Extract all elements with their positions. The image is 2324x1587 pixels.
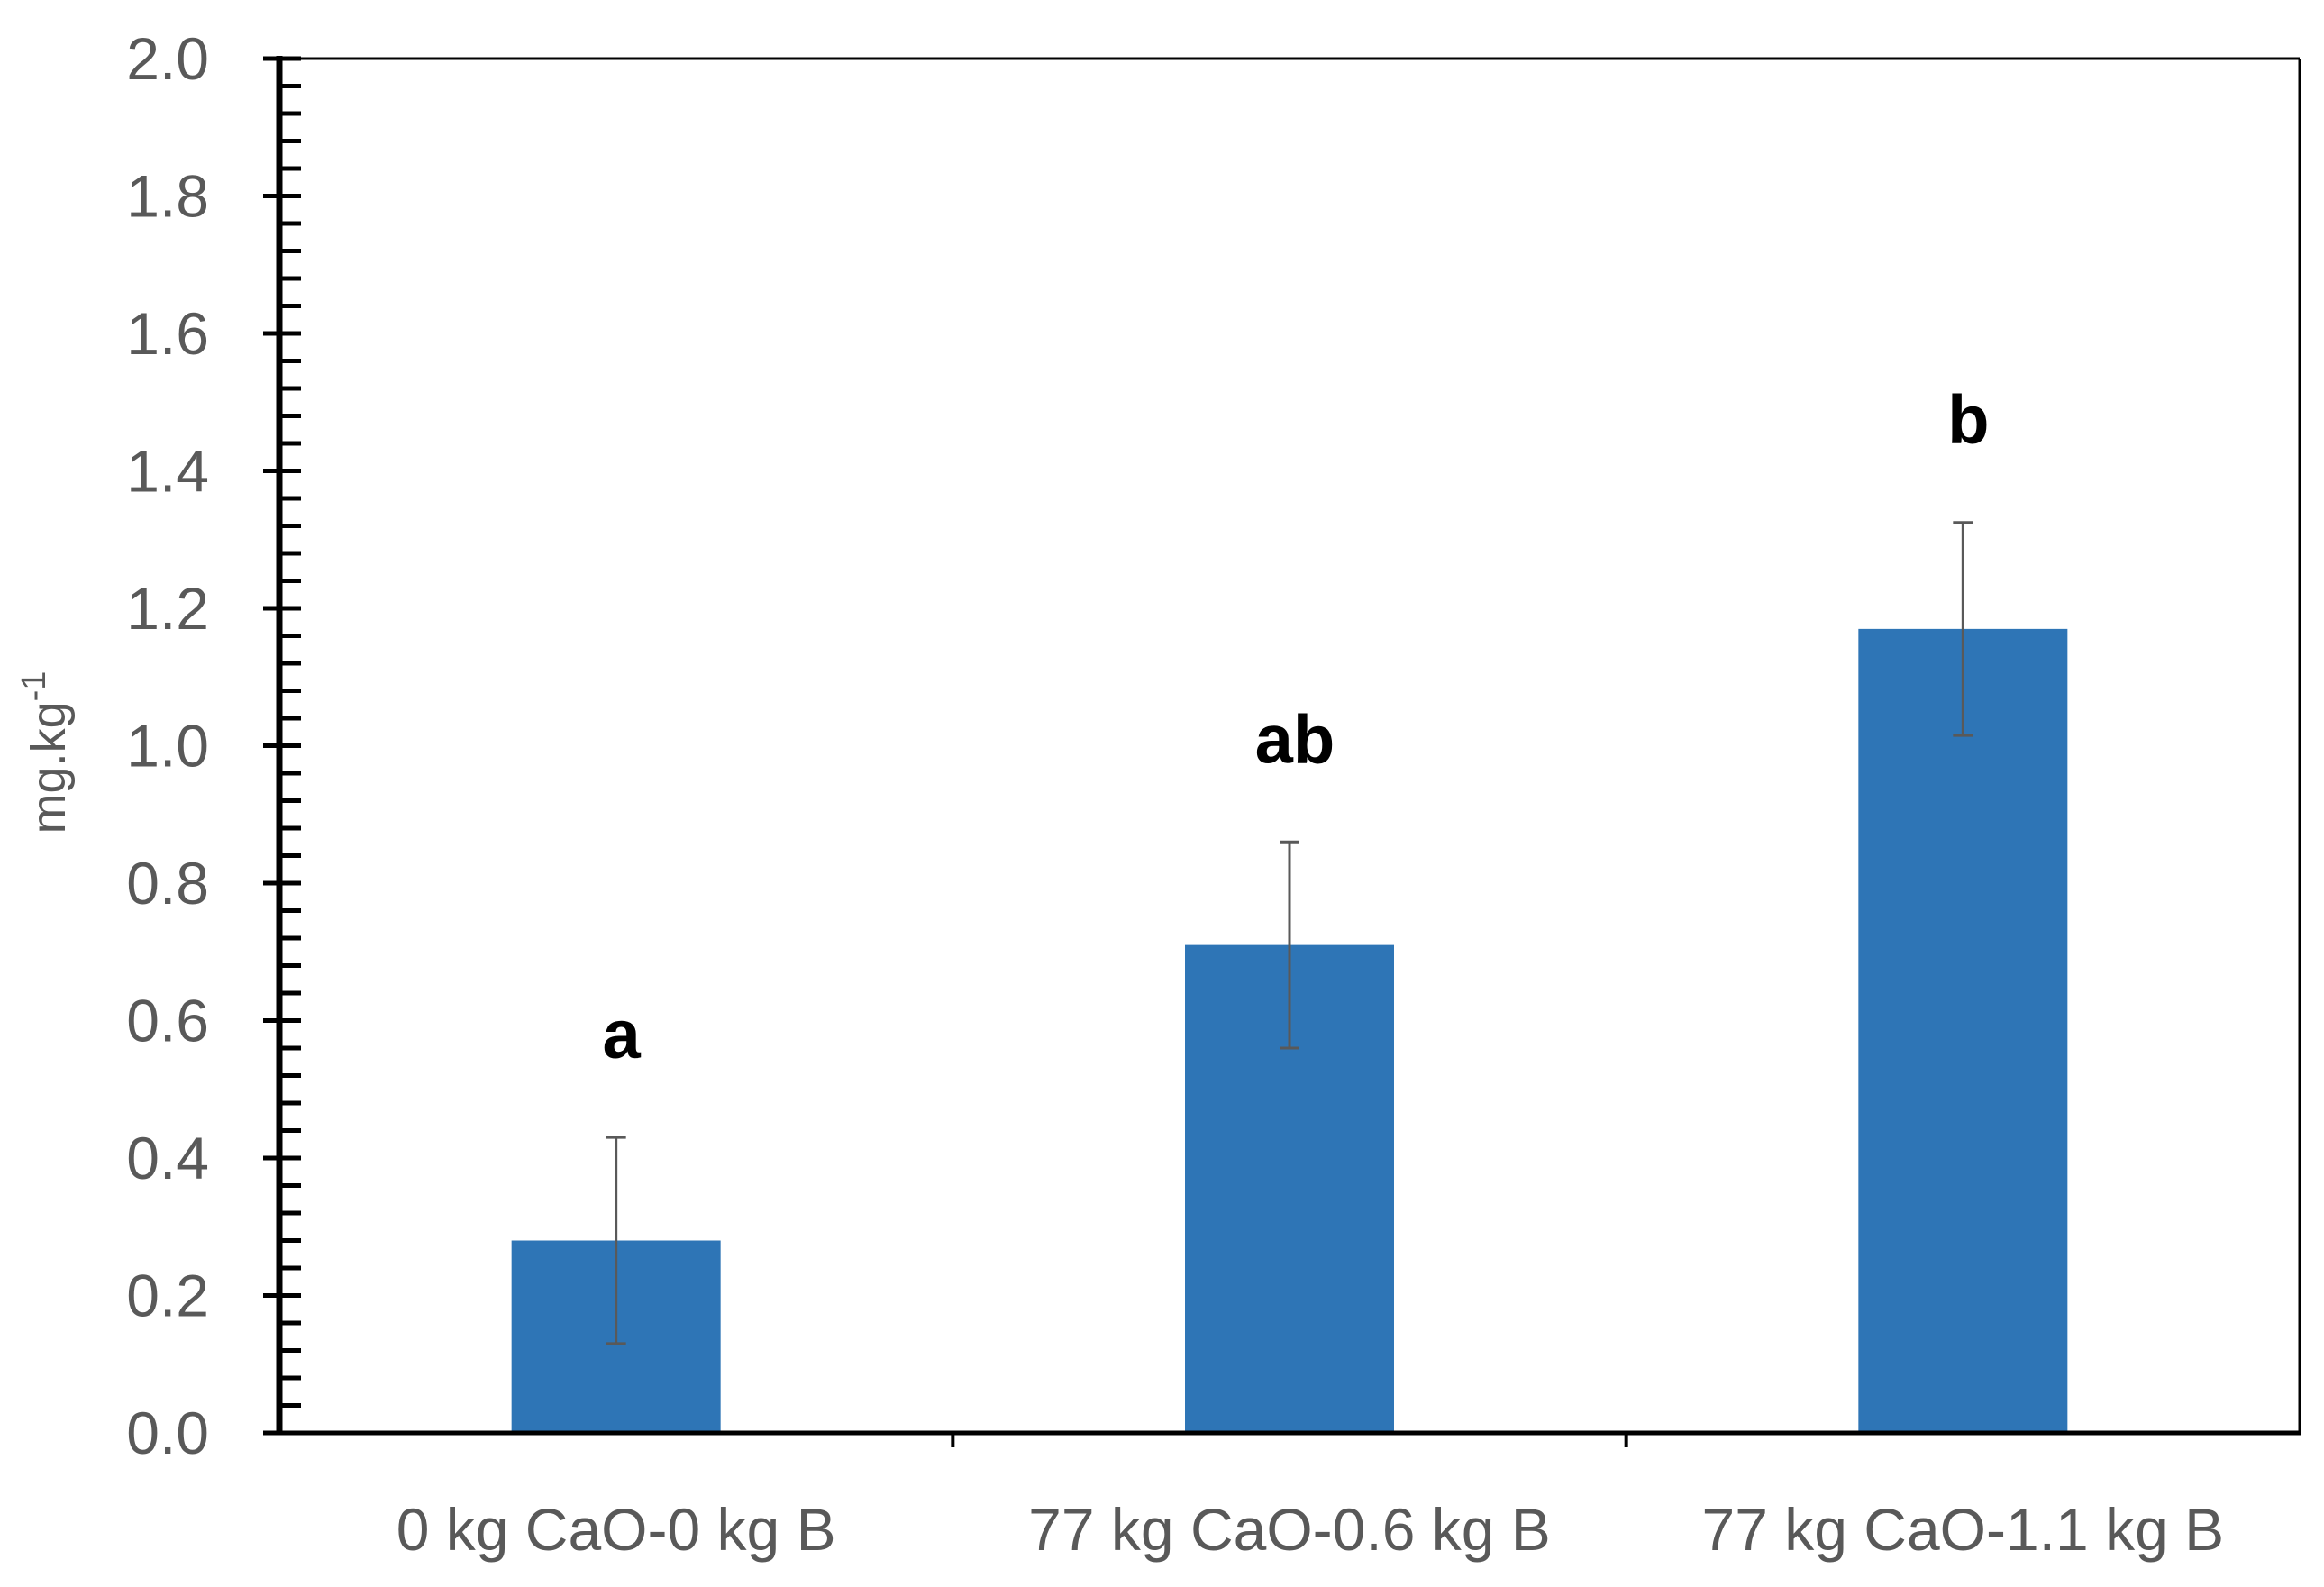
y-tick-label: 0.2 xyxy=(126,1263,209,1329)
significance-label-2: ab xyxy=(1255,701,1335,778)
x-tick-label-3: 77 kg CaO-1.1 kg B xyxy=(1702,1496,2225,1563)
x-tick-label-1: 0 kg CaO-0 kg B xyxy=(396,1496,836,1563)
y-axis-title-text: mg.kg xyxy=(22,701,76,834)
bar-3 xyxy=(1858,628,2068,1433)
y-axis-title: mg.kg-1 xyxy=(15,671,76,835)
y-tick-label: 1.8 xyxy=(126,163,209,230)
error-bars xyxy=(606,521,1973,1345)
y-axis: 0.0 0.2 0.4 0.6 0.8 1.0 1.2 1.4 1.6 1.8 2.0 xyxy=(126,25,301,1466)
significance-labels: a ab b xyxy=(603,382,1990,1073)
y-tick-label: 1.6 xyxy=(126,300,209,367)
y-tick-label: 1.2 xyxy=(126,575,209,642)
y-tick-label: 0.8 xyxy=(126,850,209,917)
significance-label-1: a xyxy=(603,997,642,1073)
y-tick-label: 1.4 xyxy=(126,438,209,505)
y-tick-label: 0.4 xyxy=(126,1125,209,1191)
significance-label-3: b xyxy=(1947,382,1989,459)
y-tick-label: 0.0 xyxy=(126,1400,209,1466)
y-tick-label: 1.0 xyxy=(126,713,209,780)
y-tick-label: 2.0 xyxy=(126,25,209,92)
plot-frame xyxy=(279,57,2301,1433)
x-axis: 0 kg CaO-0 kg B 77 kg CaO-0.6 kg B 77 kg C… xyxy=(276,1430,2301,1563)
y-tick-label: 0.6 xyxy=(126,988,209,1054)
x-tick-label-2: 77 kg CaO-0.6 kg B xyxy=(1028,1496,1551,1563)
y-axis-title-superscript: -1 xyxy=(15,671,53,702)
